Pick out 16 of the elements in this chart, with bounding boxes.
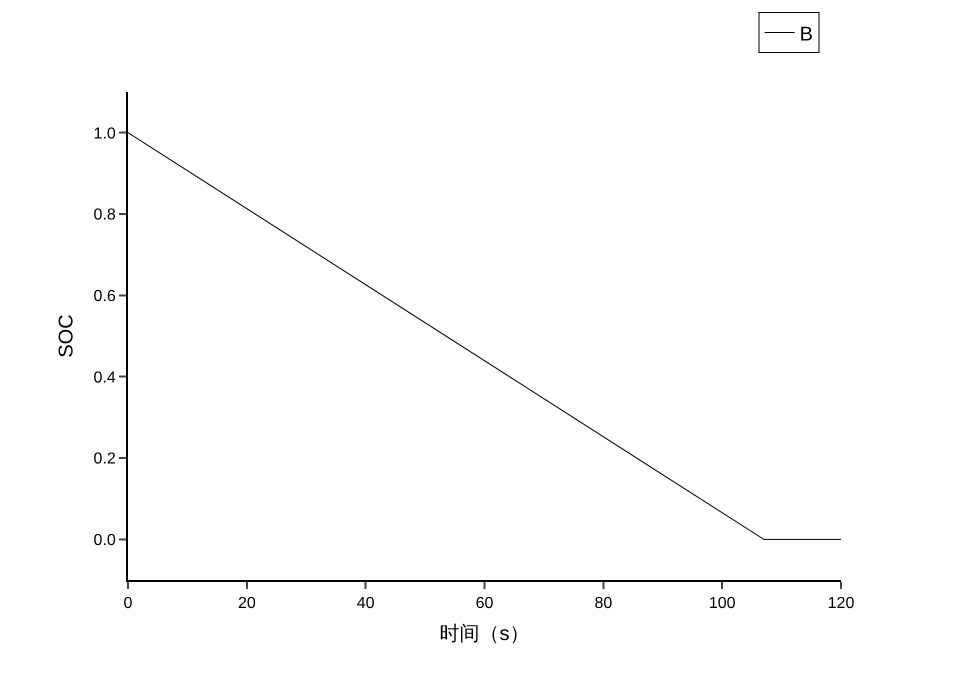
x-tick-label: 40: [356, 595, 375, 612]
y-tick-label: 0.8: [94, 206, 116, 224]
x-tick-label: 120: [828, 595, 854, 612]
y-axis-title: SOC: [56, 314, 78, 358]
x-tick-label: 20: [238, 595, 256, 612]
y-tick-label: 0.2: [94, 450, 116, 468]
x-tick-label: 0: [124, 595, 133, 612]
legend-label: B: [800, 23, 813, 46]
y-tick-label: 0.4: [94, 369, 116, 386]
x-tick-label: 100: [708, 595, 736, 612]
y-tick-label: 0.0: [94, 532, 116, 549]
x-axis-title: 时间（s）: [440, 623, 530, 646]
y-tick-label: 1.0: [94, 125, 116, 142]
x-tick-label: 80: [594, 595, 612, 612]
y-tick-label: 0.6: [94, 288, 116, 305]
x-tick-label: 60: [476, 595, 494, 612]
